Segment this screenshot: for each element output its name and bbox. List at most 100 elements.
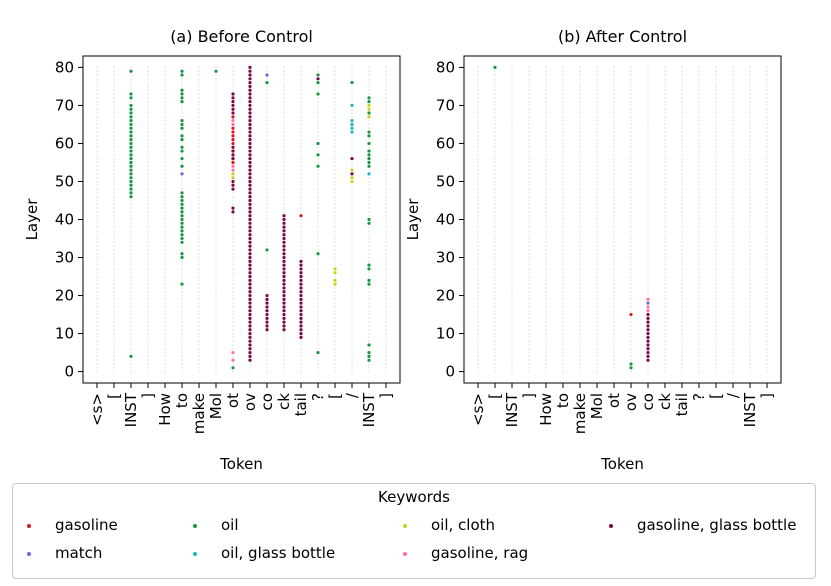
grid-dot [511,275,513,278]
grid-dot [630,184,632,187]
grid-dot [96,93,98,95]
grid-dot [385,207,387,209]
grid-dot [511,366,513,369]
data-point [282,244,286,248]
data-point [282,328,286,332]
grid-dot [681,290,683,293]
grid-dot [732,294,734,297]
grid-dot [596,309,598,312]
grid-dot [266,180,268,183]
grid-dot [698,302,700,305]
data-point [316,73,320,77]
grid-dot [368,252,370,255]
grid-dot [181,279,183,282]
data-point [282,229,286,233]
grid-dot [317,172,319,175]
grid-dot [477,108,479,111]
data-point [129,96,133,100]
grid-dot [164,351,166,354]
grid-dot [130,366,132,369]
grid-dot [113,218,115,221]
grid-dot [630,249,632,251]
grid-dot [766,268,768,270]
grid-dot [181,370,183,373]
grid-dot [300,211,302,213]
grid-dot [130,230,132,232]
grid-dot [96,302,98,305]
grid-dot [749,169,751,171]
grid-dot [113,328,115,331]
grid-dot [215,184,217,187]
grid-dot [266,131,268,133]
grid-dot [477,199,479,202]
grid-dot [562,230,564,232]
grid-dot [164,290,166,293]
grid-dot [766,328,768,331]
grid-dot [681,77,683,80]
grid-dot [385,188,387,190]
grid-dot [477,85,479,88]
grid-dot [596,89,598,92]
grid-dot [317,325,319,327]
grid-dot [477,302,479,305]
grid-dot [715,66,717,69]
grid-dot [385,241,387,244]
grid-dot [198,184,200,187]
data-point [299,335,303,339]
grid-dot [164,245,166,248]
grid-dot [528,169,530,171]
grid-dot [545,275,547,278]
grid-dot [596,112,598,114]
grid-dot [647,165,649,168]
grid-dot [215,222,217,225]
grid-dot [715,172,717,175]
grid-dot [596,188,598,190]
grid-dot [368,370,370,373]
grid-dot [681,100,683,103]
grid-dot [528,222,530,225]
grid-dot [368,302,370,305]
grid-dot [317,313,319,316]
grid-dot [732,172,734,175]
data-point [231,183,235,187]
grid-dot [562,146,564,149]
grid-dot [147,176,149,179]
data-point [646,331,650,336]
data-point [367,263,371,267]
grid-dot [215,294,217,297]
grid-dot [283,184,285,187]
grid-dot [732,275,734,278]
data-point [248,126,252,130]
grid-dot [300,344,302,346]
grid-dot [198,161,200,164]
grid-dot [266,226,268,229]
grid-dot [147,188,149,190]
grid-dot [596,150,598,152]
grid-dot [334,138,336,141]
grid-dot [596,275,598,278]
grid-dot [613,241,615,244]
grid-dot [334,176,336,179]
grid-dot [283,142,285,145]
grid-dot [215,325,217,327]
grid-dot [579,112,581,114]
grid-dot [96,351,98,354]
grid-dot [300,252,302,255]
grid-dot [300,241,302,244]
grid-dot [698,264,700,267]
grid-dot [283,332,285,335]
data-point [248,324,252,328]
data-point [231,168,235,172]
grid-dot [698,290,700,293]
data-point [367,130,371,134]
grid-dot [664,161,666,164]
data-point [299,309,303,313]
grid-dot [613,100,615,103]
grid-dot [181,131,183,133]
grid-dot [528,268,530,270]
grid-dot [215,347,217,350]
grid-dot [613,188,615,190]
grid-dot [596,336,598,339]
grid-dot [113,252,115,255]
grid-dot [147,81,149,84]
